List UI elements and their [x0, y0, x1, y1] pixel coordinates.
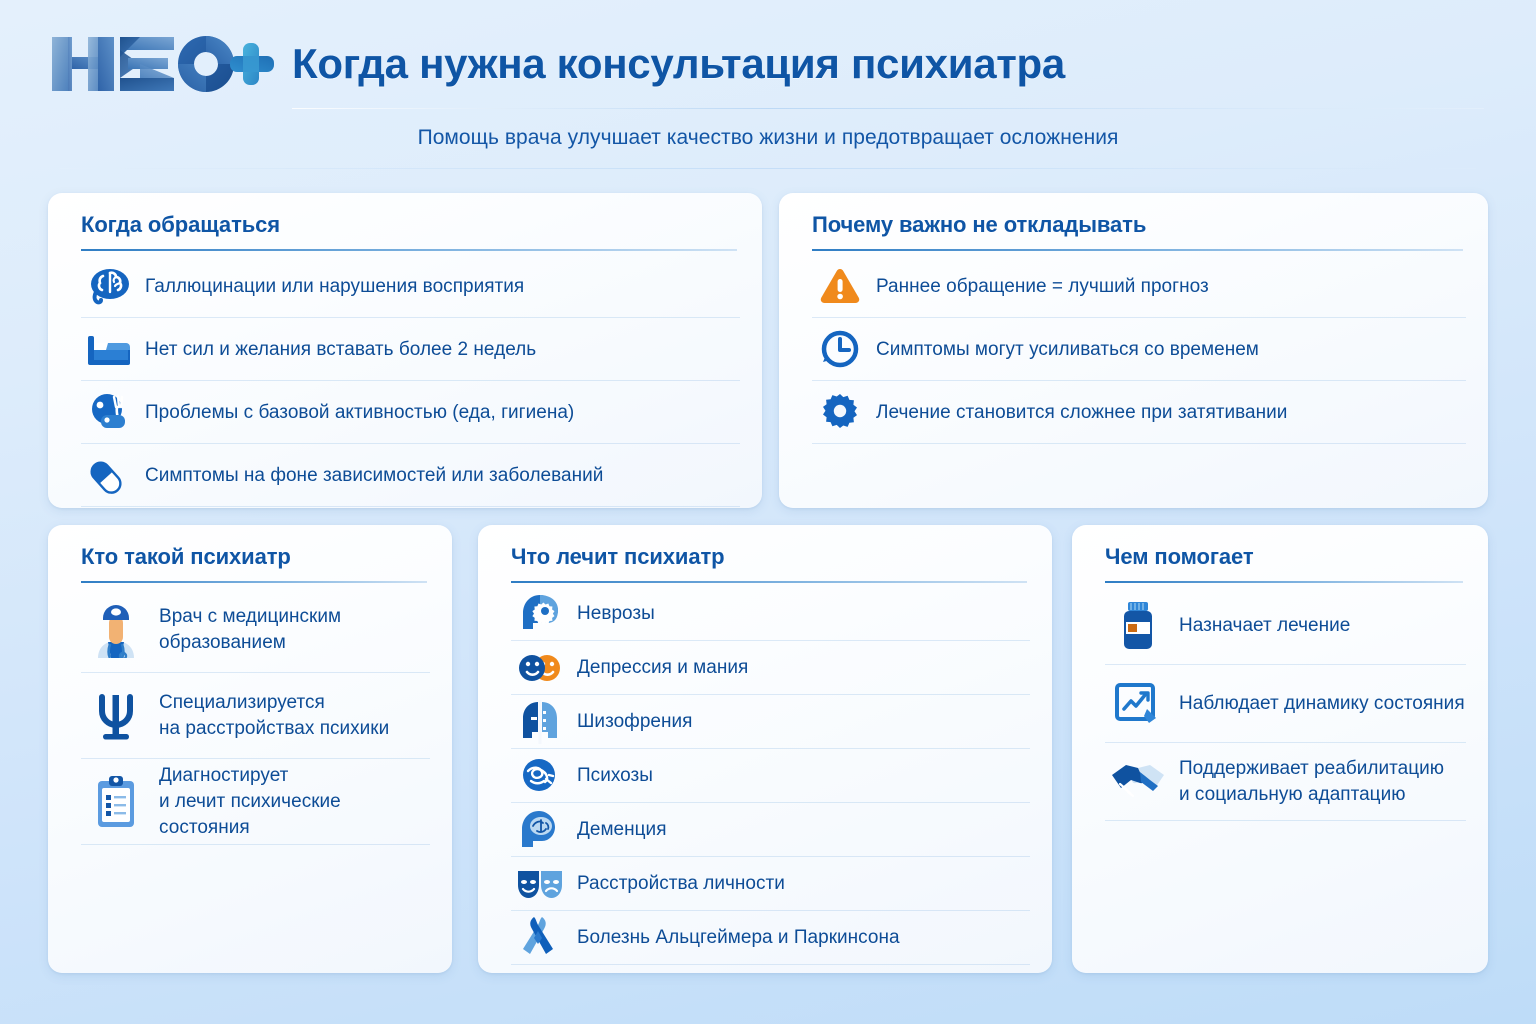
- split-head-icon: [511, 698, 569, 746]
- tangled-head-icon: [511, 752, 569, 800]
- card-title-underline: [812, 249, 1463, 251]
- card-when-to-seek-help: Когда обращаться Галлюцинации или наруше…: [48, 193, 762, 508]
- list-item-label-line2: и лечит психические состояния: [159, 790, 341, 838]
- clipboard-icon: [81, 766, 151, 838]
- card-title: Чем помогает: [1105, 544, 1254, 569]
- list-item-label: Симптомы могут усиливаться со временем: [876, 338, 1259, 360]
- list-item-label: Поддерживает реабилитацию и социальную а…: [1171, 756, 1444, 808]
- head-brain-icon: [511, 806, 569, 854]
- list-item[interactable]: Неврозы: [511, 587, 1030, 641]
- subtitle-divider: [60, 168, 1476, 169]
- head-gear-icon: [511, 590, 569, 638]
- list-item-label: Врач с медицинским образованием: [151, 604, 341, 656]
- list-item-label: Диагностирует и лечит психические состоя…: [151, 763, 430, 841]
- pill-capsule-icon: [81, 448, 137, 502]
- page-title: Когда нужна консультация психиатра: [292, 40, 1065, 87]
- list-item[interactable]: Психозы: [511, 749, 1030, 803]
- page-subtitle: Помощь врача улучшает качество жизни и п…: [417, 126, 1119, 149]
- clock-icon: [812, 322, 868, 376]
- list-item[interactable]: Специализируется на расстройствах психик…: [81, 673, 430, 759]
- psi-symbol-icon: [81, 680, 151, 752]
- list-item-label-line1: Диагностирует: [159, 764, 289, 786]
- list-item-label: Расстройства личности: [577, 873, 785, 894]
- card-title: Почему важно не откладывать: [812, 212, 1147, 237]
- medicine-bottle-icon: [1105, 595, 1171, 657]
- list-item[interactable]: Наблюдает динамику состояния: [1105, 665, 1466, 743]
- list-item-label-line1: Врач с медицинским: [159, 605, 342, 627]
- list-item[interactable]: Диагностирует и лечит психические состоя…: [81, 759, 430, 845]
- card-what-treats: Что лечит психиатр Неврозы: [478, 525, 1052, 973]
- list-item[interactable]: Проблемы с базовой активностью (еда, гиг…: [81, 381, 740, 444]
- list-item-label-line2: на расстройствах психики: [159, 717, 390, 739]
- list-item[interactable]: Назначает лечение: [1105, 587, 1466, 665]
- warning-triangle-icon: [812, 259, 868, 313]
- card-row-list: Раннее обращение = лучший прогноз Симпто…: [812, 255, 1466, 444]
- card-who-is-psychiatrist: Кто такой психиатр: [48, 525, 452, 973]
- list-item-label-line2: образованием: [159, 631, 286, 653]
- list-item-label: Наблюдает динамику состояния: [1179, 693, 1465, 714]
- list-item[interactable]: Нет сил и желания вставать более 2 недел…: [81, 318, 740, 381]
- list-item-label: Галлюцинации или нарушения восприятия: [145, 275, 525, 297]
- card-row-list: Галлюцинации или нарушения восприятия Не…: [81, 255, 740, 507]
- list-item-label: Неврозы: [577, 603, 655, 624]
- gear-icon: [812, 385, 868, 439]
- list-item[interactable]: Расстройства личности: [511, 857, 1030, 911]
- list-item-label-line2: и социальную адаптацию: [1179, 783, 1406, 805]
- list-item[interactable]: Депрессия и мания: [511, 641, 1030, 695]
- title-divider: [292, 108, 1484, 109]
- list-item[interactable]: Лечение становится сложнее при затятиван…: [812, 381, 1466, 444]
- card-title: Кто такой психиатр: [81, 544, 291, 569]
- card-title-underline: [511, 581, 1027, 583]
- card-row-list: Назначает лечение Наблюдает динамику сос…: [1105, 587, 1466, 821]
- list-item[interactable]: Шизофрения: [511, 695, 1030, 749]
- theater-masks-icon: [511, 860, 569, 908]
- card-why-not-delay: Почему важно не откладывать Раннее обращ…: [779, 193, 1488, 508]
- card-title-underline: [81, 581, 427, 583]
- list-item[interactable]: Деменция: [511, 803, 1030, 857]
- two-faces-icon: [511, 644, 569, 692]
- list-item[interactable]: Симптомы могут усиливаться со временем: [812, 318, 1466, 381]
- card-title: Что лечит психиатр: [511, 544, 725, 569]
- header: Когда нужна консультация психиатра Помощ…: [0, 0, 1536, 176]
- card-row-list: Неврозы Депрессия и мания: [511, 587, 1030, 965]
- brain-icon: [81, 259, 137, 313]
- card-title: Когда обращаться: [81, 212, 281, 237]
- list-item-label: Психозы: [577, 765, 653, 786]
- doctor-avatar-icon: [81, 594, 151, 666]
- card-row-list: Врач с медицинским образованием Специали…: [81, 587, 430, 845]
- list-item-label: Нет сил и желания вставать более 2 недел…: [145, 338, 537, 360]
- list-item-label-line1: Поддерживает реабилитацию: [1179, 757, 1444, 779]
- list-item-label: Симптомы на фоне зависимостей или заболе…: [145, 464, 604, 486]
- card-how-helps: Чем помогает Назначает лечение: [1072, 525, 1488, 973]
- list-item[interactable]: Раннее обращение = лучший прогноз: [812, 255, 1466, 318]
- awareness-ribbon-icon: [511, 914, 569, 962]
- list-item-label: Назначает лечение: [1179, 615, 1351, 636]
- card-title-underline: [81, 249, 737, 251]
- plate-fork-icon: [81, 385, 137, 439]
- list-item[interactable]: Болезнь Альцгеймера и Паркинсона: [511, 911, 1030, 965]
- neo-plus-logo: [48, 33, 276, 95]
- list-item-label-line1: Специализируется: [159, 691, 325, 713]
- list-item-label: Специализируется на расстройствах психик…: [151, 690, 389, 742]
- list-item-label: Деменция: [577, 819, 667, 840]
- list-item-label: Болезнь Альцгеймера и Паркинсона: [577, 927, 900, 948]
- list-item-label: Проблемы с базовой активностью (еда, гиг…: [145, 401, 575, 423]
- card-title-underline: [1105, 581, 1463, 583]
- list-item-label: Раннее обращение = лучший прогноз: [876, 275, 1209, 297]
- list-item-label: Депрессия и мания: [577, 657, 749, 678]
- list-item-label: Шизофрения: [577, 711, 693, 732]
- handshake-icon: [1105, 751, 1171, 813]
- list-item-label: Лечение становится сложнее при затятиван…: [876, 401, 1288, 423]
- list-item[interactable]: Галлюцинации или нарушения восприятия: [81, 255, 740, 318]
- list-item[interactable]: Поддерживает реабилитацию и социальную а…: [1105, 743, 1466, 821]
- list-item[interactable]: Врач с медицинским образованием: [81, 587, 430, 673]
- list-item[interactable]: Симптомы на фоне зависимостей или заболе…: [81, 444, 740, 507]
- bed-icon: [81, 322, 137, 376]
- chart-monitor-icon: [1105, 673, 1171, 735]
